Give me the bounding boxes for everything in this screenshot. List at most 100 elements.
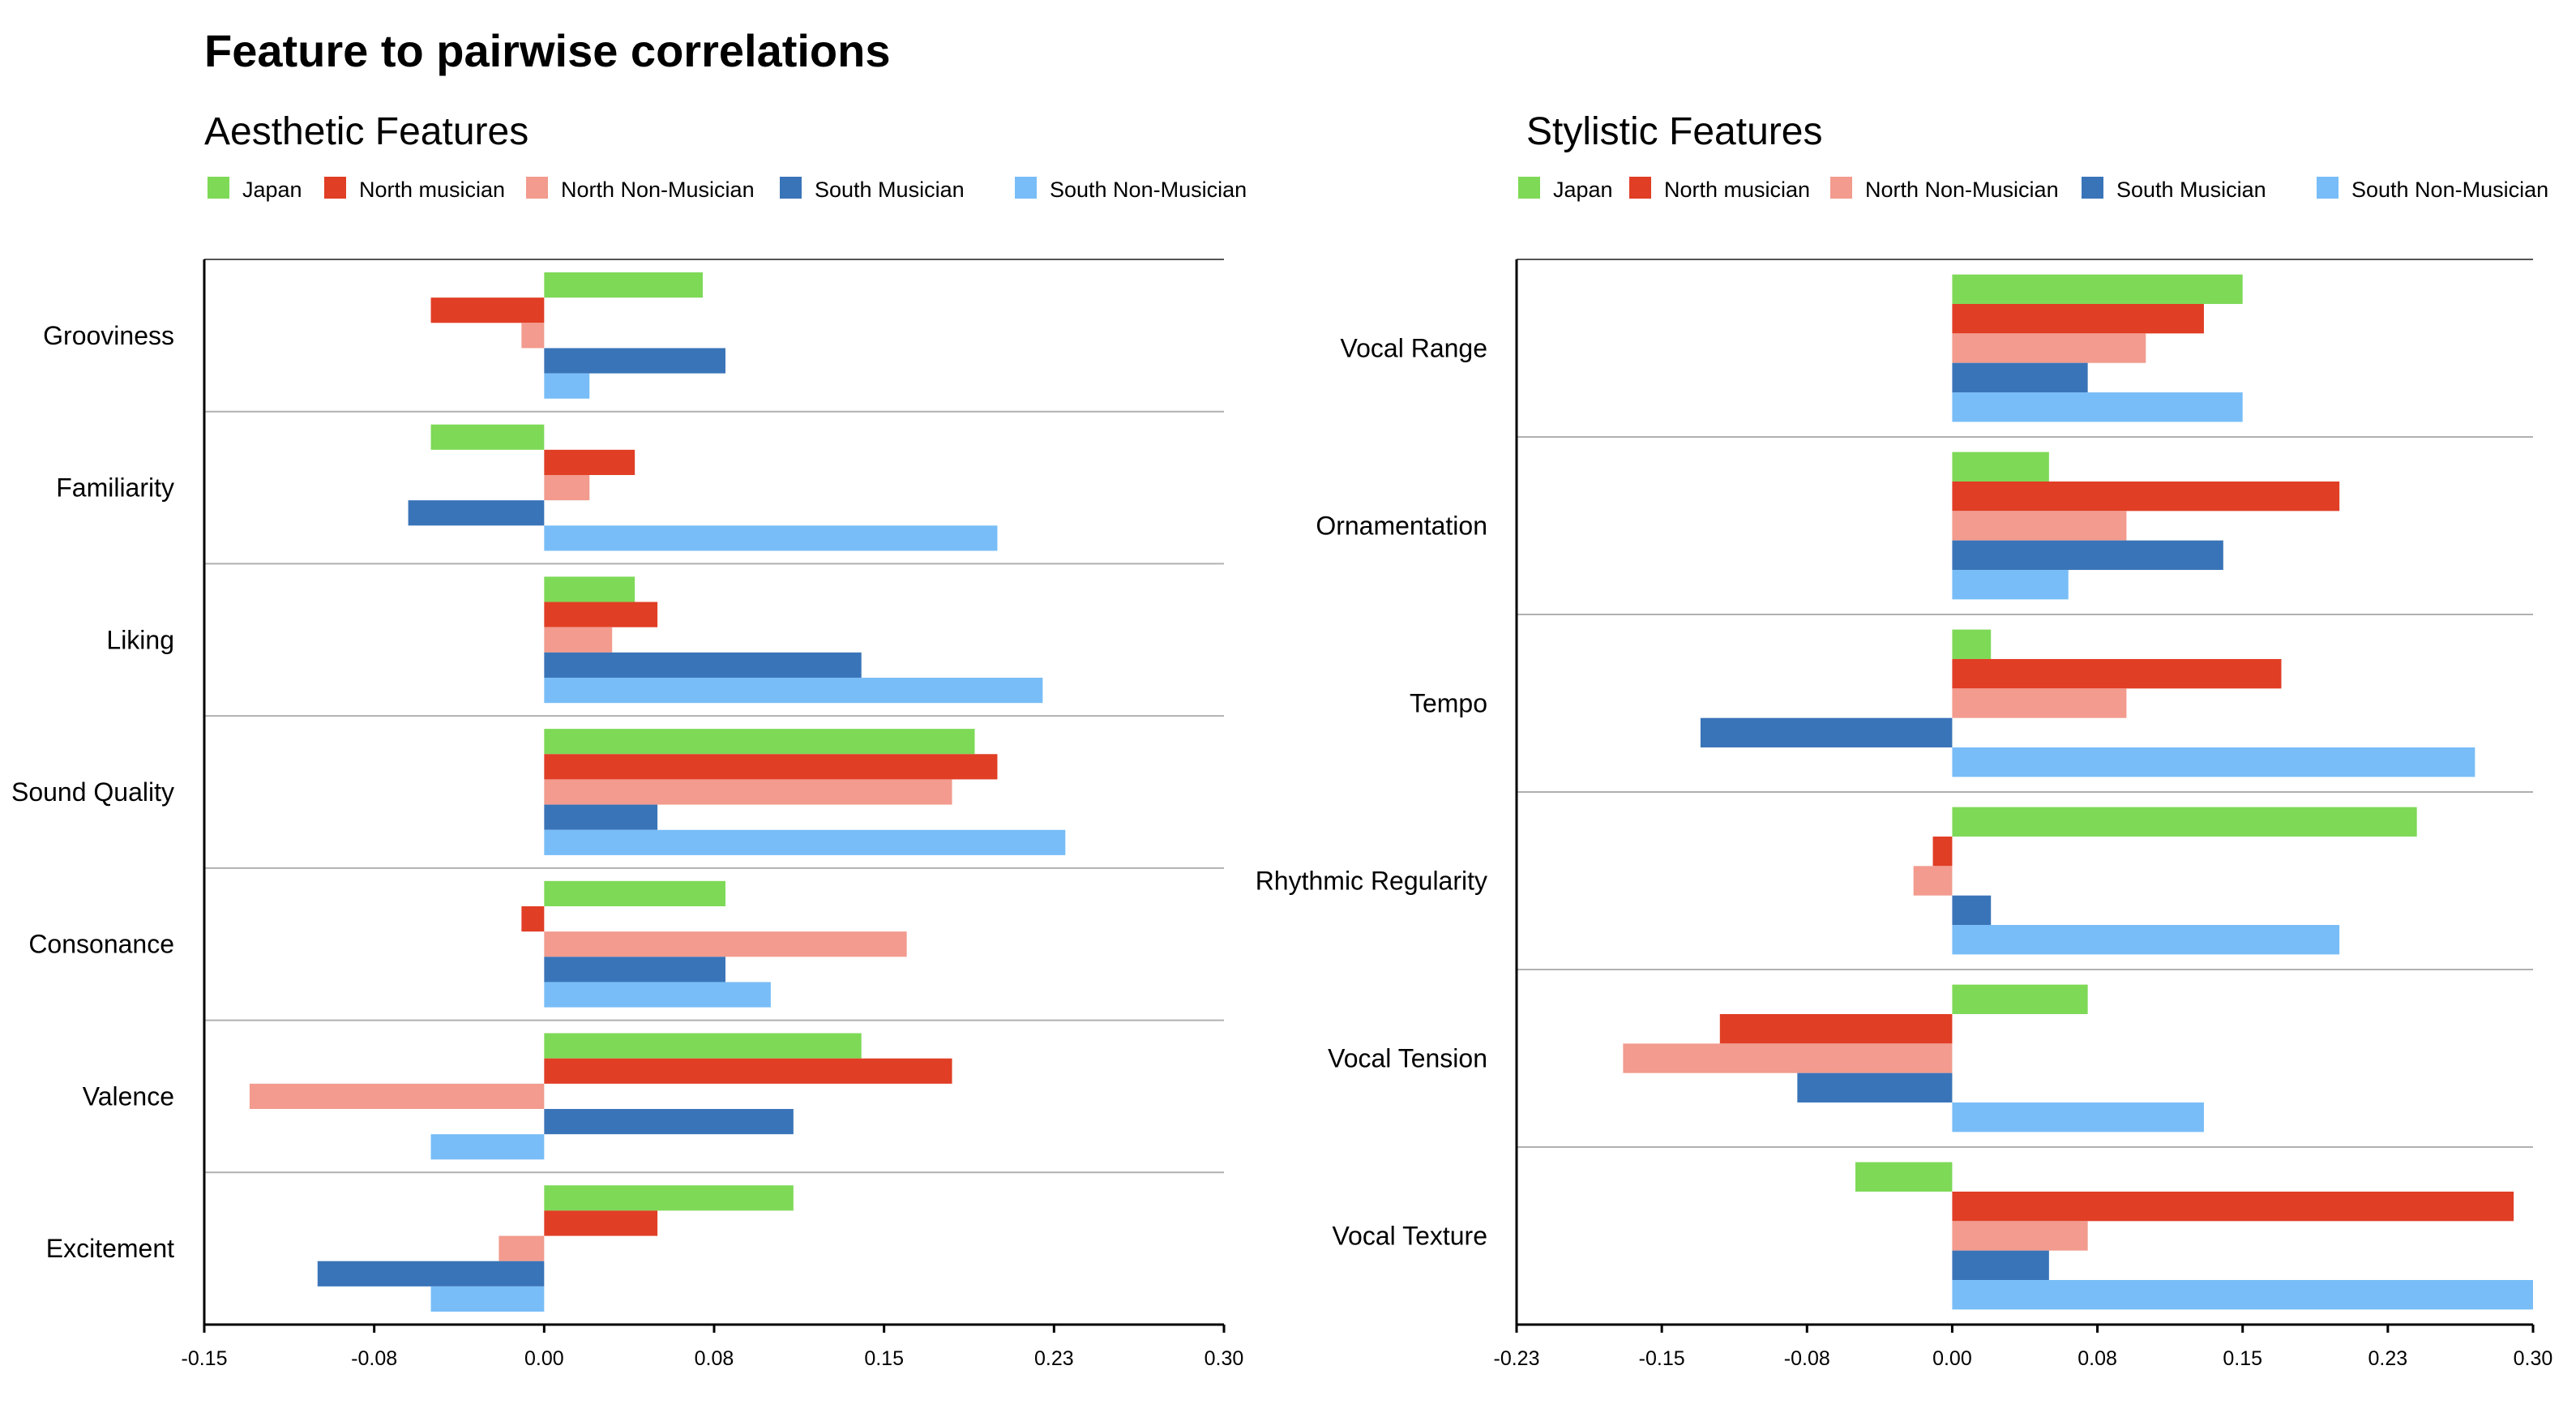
bar-north-musician-tempo (1952, 658, 2282, 689)
bar-north-non-musician-familiarity (544, 474, 590, 501)
bar-north-non-musician-liking (544, 627, 613, 653)
category-label: Vocal Tension (1328, 1044, 1487, 1073)
bar-south-non-musician-vocal-texture (1952, 1280, 2533, 1310)
bar-south-musician-rhythmic-regularity (1952, 895, 1992, 926)
bar-japan-vocal-texture (1855, 1162, 1953, 1192)
legend-item-north-musician: North musician (1629, 177, 1810, 202)
bar-japan-sound-quality (544, 729, 975, 755)
category-group-familiarity (408, 424, 998, 551)
legend-swatch (1629, 177, 1651, 199)
bar-north-musician-sound-quality (544, 754, 998, 780)
category-group-grooviness (430, 272, 725, 399)
bar-japan-liking (544, 576, 635, 602)
bar-japan-tempo (1952, 629, 1992, 659)
legend: Japan North musician North Non-Musician Sou… (1518, 177, 2548, 202)
bar-south-musician-excitement (317, 1261, 545, 1286)
bar-south-non-musician-vocal-tension (1952, 1102, 2204, 1132)
bar-japan-ornamentation (1952, 452, 2049, 482)
bar-north-musician-valence (544, 1058, 952, 1084)
x-tick-label: -0.08 (1784, 1347, 1830, 1370)
bar-south-non-musician-consonance (544, 982, 771, 1008)
category-group-sound-quality (544, 729, 1066, 855)
category-group-tempo (1700, 629, 2475, 777)
bar-north-non-musician-rhythmic-regularity (1913, 866, 1953, 896)
bar-north-musician-liking (544, 601, 658, 627)
bar-south-musician-vocal-range (1952, 362, 2088, 393)
bar-south-non-musician-tempo (1952, 747, 2475, 777)
stylistic-features-chart: Stylistic Features Japan North musician No… (1256, 110, 2553, 1370)
legend-label: South Non-Musician (2351, 178, 2548, 202)
chart-title: Aesthetic Features (204, 110, 528, 153)
legend-label: North musician (1664, 178, 1810, 202)
category-label: Familiarity (56, 473, 174, 503)
bar-japan-excitement (544, 1185, 794, 1211)
category-label: Rhythmic Regularity (1256, 867, 1487, 896)
bar-north-non-musician-sound-quality (544, 779, 952, 805)
legend-swatch (208, 177, 229, 199)
bar-japan-valence (544, 1033, 862, 1059)
category-label: Grooviness (43, 321, 174, 350)
legend-item-south-musician: South Musician (2082, 177, 2266, 202)
x-tick-label: 0.15 (864, 1347, 904, 1370)
legend-label: South Non-Musician (1050, 178, 1247, 202)
bar-south-non-musician-sound-quality (544, 829, 1066, 855)
bar-japan-rhythmic-regularity (1952, 807, 2417, 837)
bar-north-musician-ornamentation (1952, 481, 2340, 512)
legend-swatch (526, 177, 548, 199)
x-tick-label: 0.15 (2223, 1347, 2262, 1370)
bar-south-musician-sound-quality (544, 804, 658, 830)
category-label: Consonance (28, 930, 174, 959)
bar-north-musician-familiarity (544, 449, 635, 475)
bar-north-musician-vocal-tension (1719, 1013, 1953, 1044)
plot-area: Vocal Range Ornamentation Tempo Rhythmic Re… (1256, 259, 2553, 1370)
plot-area: Grooviness Familiarity Liking Sound Quality… (11, 259, 1243, 1370)
legend-swatch (1015, 177, 1037, 199)
category-label: Ornamentation (1316, 512, 1487, 541)
bar-north-non-musician-consonance (544, 931, 907, 957)
x-tick-label: 0.08 (695, 1347, 734, 1370)
bar-japan-grooviness (544, 272, 704, 298)
bar-south-non-musician-vocal-range (1952, 392, 2243, 422)
legend-item-south-non-musician: South Non-Musician (2317, 177, 2548, 202)
category-label: Sound Quality (11, 777, 174, 807)
legend-item-south-musician: South Musician (780, 177, 965, 202)
legend-label: Japan (242, 178, 302, 202)
bar-north-non-musician-valence (249, 1083, 545, 1110)
bar-south-musician-consonance (544, 957, 725, 982)
x-tick-label: 0.23 (2368, 1347, 2408, 1370)
chart-title: Stylistic Features (1526, 110, 1822, 153)
category-label: Excitement (46, 1234, 174, 1263)
bar-north-musician-excitement (544, 1210, 658, 1236)
bar-south-musician-tempo (1700, 717, 1953, 748)
legend-swatch (780, 177, 802, 199)
bar-south-non-musician-grooviness (544, 373, 590, 399)
x-tick-label: 0.30 (2514, 1347, 2553, 1370)
category-label: Vocal Range (1341, 334, 1487, 363)
category-label: Tempo (1410, 689, 1487, 718)
category-group-vocal-tension (1623, 984, 2204, 1132)
category-group-consonance (521, 880, 907, 1008)
category-group-valence (249, 1033, 952, 1160)
legend-swatch (1518, 177, 1540, 199)
legend-item-north-non-musician: North Non-Musician (1830, 177, 2059, 202)
bar-south-non-musician-liking (544, 678, 1043, 704)
x-tick-label: 0.00 (1932, 1347, 1972, 1370)
bar-japan-vocal-tension (1952, 984, 2088, 1014)
legend-item-north-non-musician: North Non-Musician (526, 177, 755, 202)
x-tick-label: 0.00 (524, 1347, 564, 1370)
bar-south-non-musician-rhythmic-regularity (1952, 925, 2340, 955)
x-tick-label: -0.15 (1639, 1347, 1685, 1370)
bar-north-musician-rhythmic-regularity (1932, 836, 1953, 867)
bar-south-musician-vocal-texture (1952, 1250, 2049, 1281)
bar-north-non-musician-vocal-tension (1623, 1043, 1953, 1073)
bar-south-non-musician-familiarity (544, 525, 998, 551)
bar-north-non-musician-vocal-texture (1952, 1221, 2088, 1251)
legend-swatch (2317, 177, 2339, 199)
legend-label: South Musician (2116, 178, 2266, 202)
bar-north-musician-vocal-texture (1952, 1191, 2514, 1222)
legend-label: Japan (1553, 178, 1613, 202)
category-label: Liking (106, 625, 174, 654)
category-group-liking (544, 576, 1043, 704)
bar-japan-consonance (544, 880, 725, 906)
